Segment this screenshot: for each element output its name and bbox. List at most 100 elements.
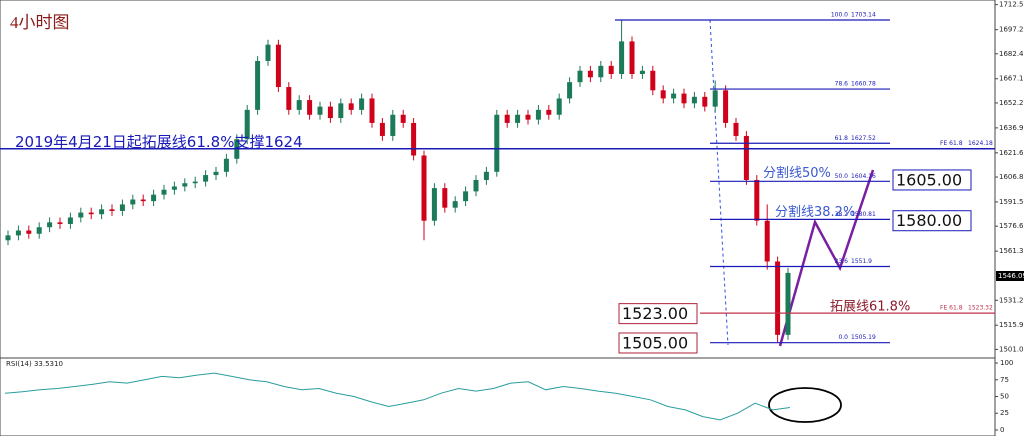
fib-value: 1551.9 (851, 258, 872, 265)
candle-body (785, 272, 791, 335)
candle-body (431, 188, 437, 221)
candle-body (733, 122, 739, 136)
fe-label: FE 61.8 (940, 140, 963, 147)
candle-body (47, 222, 53, 228)
candle-body (442, 188, 448, 208)
candle-body (36, 227, 42, 234)
candle-body (556, 98, 562, 115)
y-tick-label: 50 (1000, 392, 1009, 400)
candle-body (598, 65, 604, 78)
current-price-box (996, 270, 1024, 281)
annotation: 拓展线61.8% (830, 300, 910, 315)
price-box (892, 210, 972, 232)
candle-body (369, 98, 375, 123)
candle-body (317, 106, 323, 115)
candle-body (577, 70, 583, 83)
fib-ratio: 61.8 (835, 135, 849, 142)
candle-body (702, 96, 708, 107)
fib-value: 1703.14 (851, 11, 876, 18)
candle-body (244, 109, 250, 140)
price-box-label: 1523.00 (622, 304, 688, 323)
candle-body (671, 93, 677, 99)
annotation: 分割线38.2% (775, 204, 855, 220)
y-tick-label: 1697.20 (999, 26, 1024, 34)
candle-body (463, 191, 469, 202)
y-tick-label: 1515.90 (999, 321, 1024, 329)
price-box (618, 303, 698, 325)
rsi-line (4, 372, 791, 421)
rsi-highlight-ellipse (768, 387, 842, 423)
candle-body (504, 114, 510, 123)
candle-body (109, 209, 115, 211)
fe-value: 1624.18 (968, 140, 993, 147)
current-price-label: 1546.09 (998, 272, 1024, 280)
y-tick-label: 1501.05 (999, 345, 1024, 353)
candle-body (307, 100, 313, 115)
y-tick-label: 1606.80 (999, 173, 1024, 181)
trend-dashed-line (709, 19, 729, 346)
candle-body (390, 114, 396, 136)
plot-frame (0, 0, 996, 436)
candle-body (629, 41, 635, 75)
fe-label: FE 61.8 (940, 305, 963, 312)
candle-body (286, 87, 292, 110)
candle-body (338, 103, 344, 119)
y-tick-label: 1591.50 (999, 198, 1024, 206)
candle-body (546, 109, 552, 115)
candle-body (619, 41, 625, 75)
candle-body (400, 114, 406, 123)
candle-body (192, 181, 198, 184)
fib-ratio: 23.6 (835, 258, 849, 265)
candle-body (587, 70, 593, 78)
chart-title: 4小时图 (10, 13, 70, 32)
y-tick-label: 0 (1000, 426, 1004, 434)
y-tick-label: 1652.25 (999, 99, 1024, 107)
fib-ratio: 100.0 (831, 11, 848, 18)
candle-body (15, 230, 21, 236)
candle-body (660, 90, 666, 99)
candle-body (171, 186, 177, 190)
candle-body (650, 70, 656, 91)
candle-body (151, 194, 157, 202)
price-box (892, 169, 972, 191)
candle-body (639, 70, 645, 75)
fe-value: 1523.32 (968, 305, 993, 312)
fib-ratio: 50.0 (835, 173, 849, 180)
fib-value: 1660.78 (851, 81, 876, 88)
y-tick-label: 75 (1000, 376, 1009, 384)
candle-body (754, 179, 760, 221)
fib-ratio: 0.0 (838, 334, 848, 341)
candle-body (691, 96, 697, 104)
price-box-label: 1580.00 (896, 211, 962, 230)
candle-body (764, 220, 770, 262)
price-box (618, 332, 698, 354)
y-tick-label: 1576.65 (999, 222, 1024, 230)
candle-body (348, 103, 354, 110)
y-tick-label: 1561.35 (999, 247, 1024, 255)
candle-body (567, 82, 573, 99)
candle-body (265, 44, 271, 61)
candle-body (296, 100, 302, 110)
y-tick-label: 100 (1000, 359, 1013, 367)
annotation: 2019年4月21日起拓展线61.8%支撑1624 (15, 133, 303, 151)
fib-ratio: 38.2 (835, 211, 849, 218)
candle-body (452, 201, 458, 208)
candle-body (681, 93, 687, 104)
fib-value: 1580.81 (851, 211, 876, 218)
candle-body (119, 204, 125, 211)
annotation: 分割线50% (763, 165, 831, 181)
candle-body (608, 65, 614, 75)
candle-body (723, 90, 729, 123)
y-tick-label: 1621.65 (999, 149, 1024, 157)
price-box-label: 1605.00 (896, 170, 962, 189)
candle-body (515, 114, 521, 123)
fib-value: 1604.16 (851, 173, 876, 180)
candle-body (223, 158, 229, 172)
y-tick-label: 1667.10 (999, 75, 1024, 83)
fib-ratio: 78.6 (835, 81, 849, 88)
candle-body (26, 230, 32, 234)
candle-body (130, 199, 136, 205)
candle-body (213, 171, 219, 176)
y-tick-label: 25 (1000, 409, 1009, 417)
